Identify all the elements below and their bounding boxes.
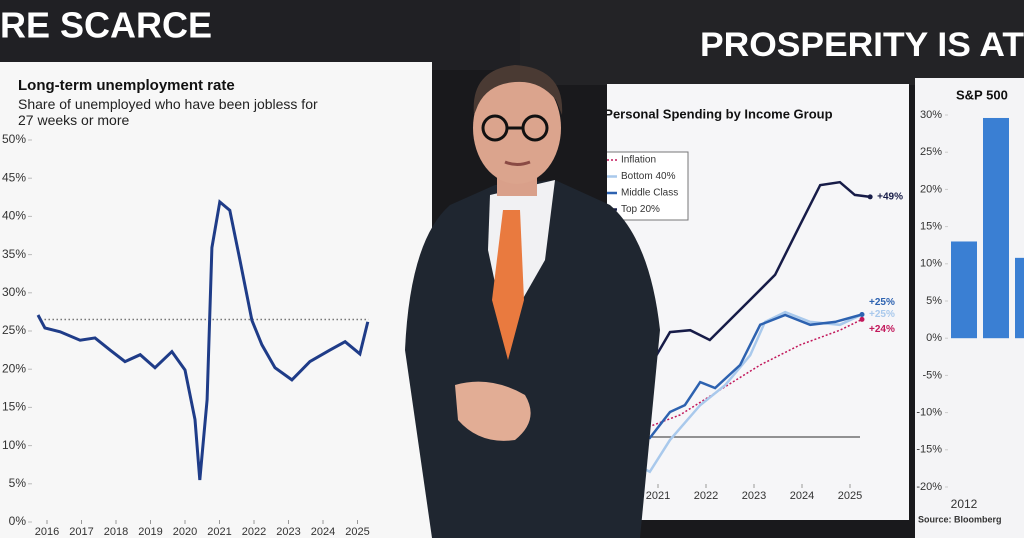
- legend-box: [607, 151, 689, 221]
- data-label: +49%: [877, 192, 903, 203]
- suit: [405, 180, 660, 538]
- bar: [983, 117, 1009, 339]
- y-tick-label: 25%: [920, 146, 942, 158]
- y-tick-label: 30%: [920, 109, 942, 121]
- x-tick-label: 2019: [138, 526, 162, 538]
- tie: [492, 210, 524, 360]
- mouth: [504, 160, 531, 166]
- chart-title: S&P 500: [956, 87, 1008, 102]
- data-line: [609, 318, 863, 438]
- x-tick-label: 2016: [35, 526, 59, 538]
- y-tick-label: 15%: [2, 400, 26, 414]
- y-tick-label: 5%: [926, 295, 942, 307]
- y-tick-label: -20%: [916, 481, 942, 493]
- bar: [1015, 257, 1024, 339]
- chart-title: Growth in Personal Spending by Income Gr…: [540, 106, 833, 121]
- hair: [473, 65, 563, 115]
- header-band: [0, 0, 520, 70]
- data-label: +25%: [869, 297, 895, 308]
- y-tick-label: 0%: [9, 514, 27, 528]
- x-tick-label: 2012: [951, 497, 978, 511]
- y-tick-label: 15%: [920, 221, 942, 233]
- y-tick-label: 5%: [9, 476, 27, 490]
- chart-title: Long-term unemployment rate: [18, 77, 235, 94]
- header-band: [520, 0, 1024, 85]
- source-note: Source: Bloomberg: [918, 514, 1002, 524]
- y-tick-label: 35%: [2, 247, 26, 261]
- data-label: +25%: [869, 309, 895, 320]
- x-tick-label: 2024: [790, 490, 814, 502]
- headline: RE SCARCE: [0, 5, 212, 46]
- y-tick-label: 10%: [2, 438, 26, 452]
- x-tick-label: 2023: [276, 526, 300, 538]
- x-tick-label: 2024: [311, 526, 335, 538]
- data-line: [36, 199, 370, 481]
- x-tick-label: 2022: [242, 526, 266, 538]
- panel: Long-term unemployment rate 0% 5% 10% 15% 20…: [0, 62, 432, 538]
- data-line: [609, 310, 863, 474]
- hands: [455, 381, 531, 441]
- bar: [951, 241, 977, 339]
- data-label: +24%: [869, 324, 895, 335]
- y-tick-label: 40%: [2, 209, 26, 223]
- y-tick-label: -10%: [916, 407, 942, 419]
- x-tick-label: 2017: [69, 526, 93, 538]
- x-tick-label: 2021: [646, 490, 670, 502]
- x-tick-label: 2020: [173, 526, 197, 538]
- legend-label: Inflation: [621, 155, 656, 166]
- data-line: [609, 313, 863, 440]
- y-tick-label: 20%: [920, 183, 942, 195]
- panel: S&P 500 Source: Bloomberg -20% -15% -10% -5…: [915, 78, 1024, 538]
- legend-label: Top 20%: [621, 204, 660, 215]
- x-tick-label: 2025: [838, 490, 862, 502]
- headline: PROSPERITY IS AT: [700, 26, 1024, 64]
- end-dot: [859, 312, 865, 317]
- y-tick-label: 50%: [2, 132, 26, 146]
- x-tick-label: 2018: [104, 526, 128, 538]
- y-tick-label: 30%: [2, 285, 26, 299]
- y-tick-label: 10%: [920, 258, 942, 270]
- presenter: [405, 65, 660, 538]
- end-dot: [859, 316, 865, 322]
- legend-label: Middle Class: [621, 188, 678, 199]
- chart-subtitle: Share of unemployed who have been jobles…: [18, 96, 318, 128]
- x-tick-label: 2021: [207, 526, 231, 538]
- y-tick-label: -15%: [916, 444, 942, 456]
- end-dot: [867, 194, 873, 200]
- y-tick-label: 20%: [2, 361, 26, 375]
- y-tick-label: 25%: [2, 323, 26, 337]
- y-tick-label: 45%: [2, 170, 26, 184]
- x-tick-label: 2025: [345, 526, 369, 538]
- legend-label: Bottom 40%: [621, 171, 676, 182]
- x-tick-label: 2022: [694, 490, 718, 502]
- y-tick-label: -5%: [922, 369, 942, 381]
- x-tick-label: 2023: [742, 490, 766, 502]
- panel-bg: [0, 62, 432, 538]
- y-tick-label: 0%: [926, 332, 942, 344]
